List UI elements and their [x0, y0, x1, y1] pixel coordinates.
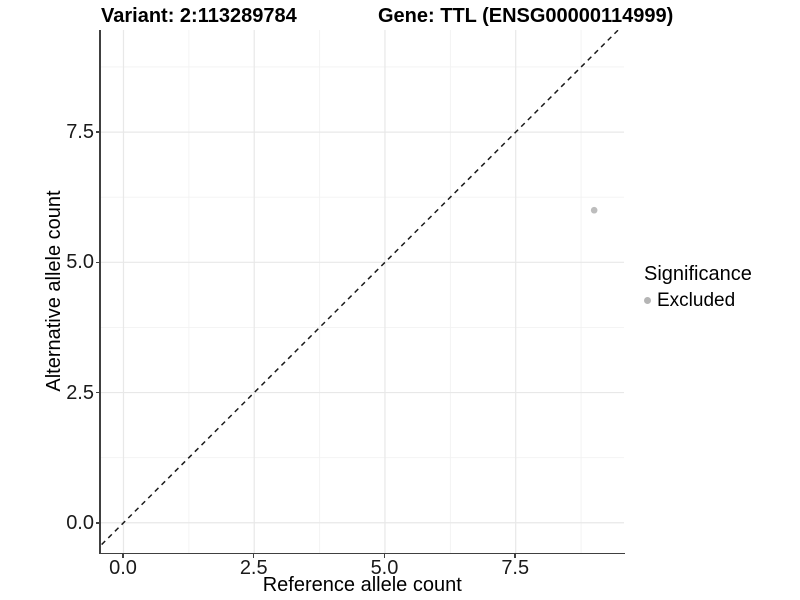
x-tick-mark [252, 553, 255, 558]
y-tick-mark [95, 522, 100, 524]
y-tick-mark [95, 261, 100, 264]
x-axis-line [99, 552, 625, 555]
legend: Significance Excluded [644, 262, 752, 312]
plot-panel [100, 30, 624, 553]
y-tick-label: 5.0 [66, 251, 94, 274]
y-tick-label: 0.0 [66, 511, 94, 534]
x-tick-label: 2.5 [239, 557, 268, 579]
identity-reference-line [100, 30, 619, 547]
y-tick-mark [95, 131, 100, 133]
y-axis-line [99, 29, 101, 554]
chart-canvas [100, 30, 624, 553]
plot-title-variant: Variant: 2:113289784 [101, 5, 297, 27]
x-tick-mark [514, 553, 516, 558]
x-tick-label: 5.0 [370, 557, 399, 579]
x-axis-title: Reference allele count [262, 574, 462, 596]
y-tick-label: 7.5 [66, 121, 94, 144]
y-tick-label: 2.5 [66, 381, 94, 404]
legend-item-excluded: Excluded [644, 289, 752, 312]
plot-title-gene: Gene: TTL (ENSG00000114999) [378, 5, 674, 27]
y-tick-mark [95, 391, 100, 394]
legend-title: Significance [644, 263, 752, 285]
legend-point-icon [644, 297, 651, 304]
x-tick-label: 7.5 [501, 557, 530, 579]
x-tick-mark [383, 553, 386, 558]
x-tick-mark [122, 553, 124, 558]
x-tick-label: 0.0 [109, 557, 137, 579]
data-point [590, 206, 597, 214]
legend-item-label: Excluded [657, 289, 736, 311]
